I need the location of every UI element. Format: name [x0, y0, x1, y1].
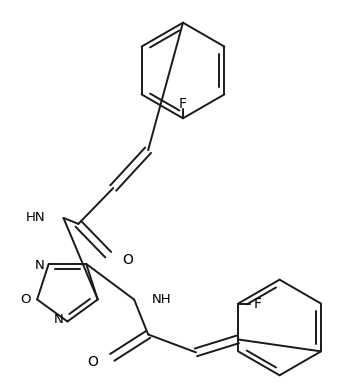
Text: N: N [54, 313, 64, 326]
Text: O: O [88, 355, 98, 369]
Text: HN: HN [26, 211, 46, 224]
Text: N: N [35, 259, 45, 272]
Text: F: F [254, 296, 262, 310]
Text: F: F [179, 98, 187, 111]
Text: O: O [122, 253, 133, 267]
Text: NH: NH [152, 293, 172, 306]
Text: O: O [20, 293, 31, 306]
